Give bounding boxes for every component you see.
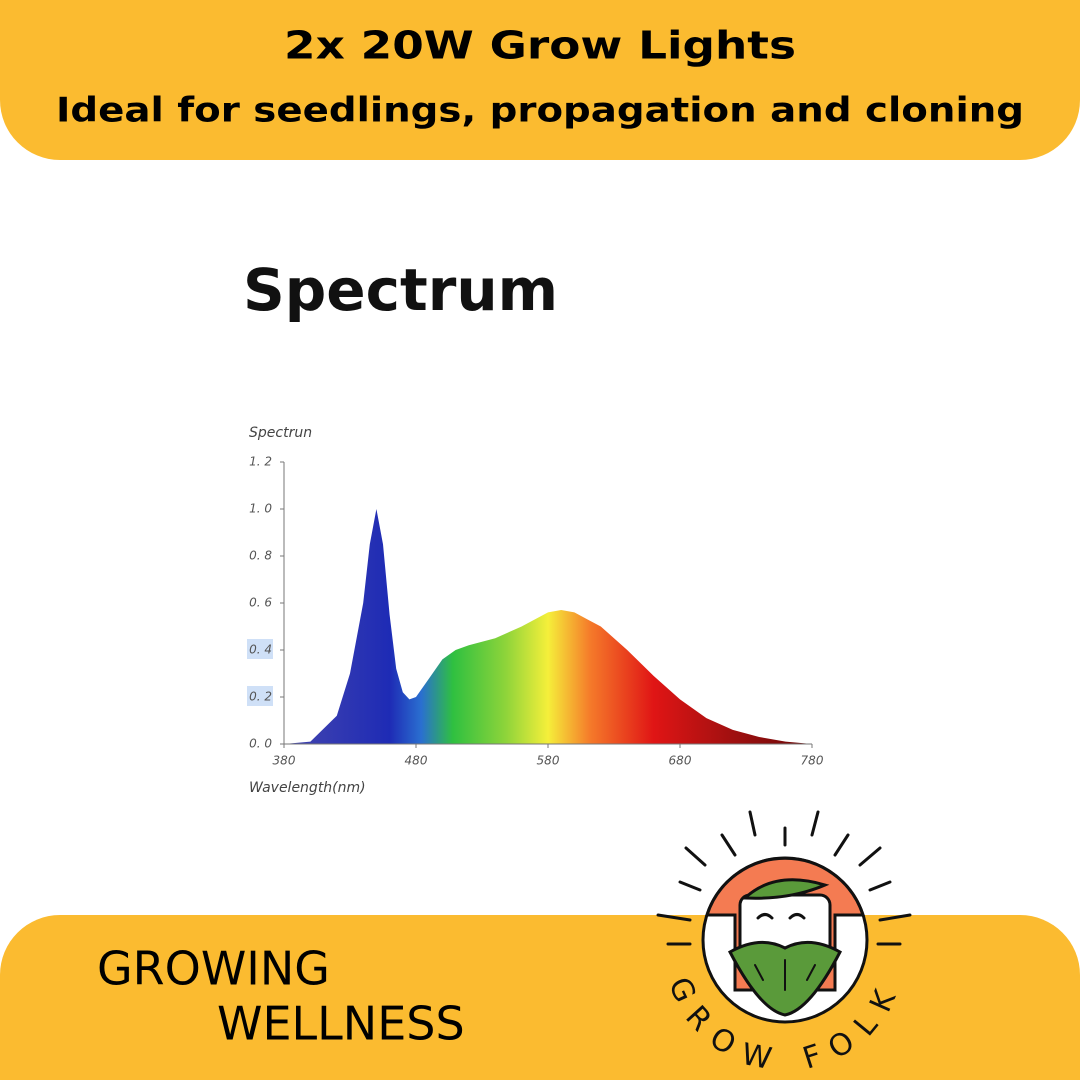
header-subtitle: Ideal for seedlings, propagation and clo… <box>56 91 1024 131</box>
header-band <box>0 0 1080 160</box>
y-tick-label: 0. 8 <box>249 549 272 563</box>
rays <box>656 810 912 946</box>
y-tick-label: 1. 0 <box>249 502 272 516</box>
header-title: 2x 20W Grow Lights <box>284 24 796 68</box>
plot: 0. 0 0. 2 0. 4 0. 6 0. 8 1. 0 1. 2 380 480 580 680… <box>249 455 824 768</box>
y-tick-label: 0. 2 <box>249 690 272 704</box>
chart-title: Spectrum <box>243 256 558 324</box>
x-tick-label: 380 <box>273 754 296 768</box>
tagline: WELLNESS <box>217 997 465 1051</box>
x-tick-label: 780 <box>801 754 824 768</box>
y-tick-label: 0. 0 <box>249 737 272 751</box>
x-tick-label: 580 <box>537 754 560 768</box>
y-tick-label: 0. 6 <box>249 596 272 610</box>
y-tick-label: 1. 2 <box>249 455 272 469</box>
highlight <box>247 639 273 659</box>
tagline: GROWING <box>97 942 330 996</box>
y-axis-label: Spectrun <box>249 425 312 441</box>
x-tick-label: 680 <box>669 754 692 768</box>
highlight <box>247 686 273 706</box>
spectrum-area <box>284 509 812 744</box>
y-tick-label: 0. 4 <box>249 643 272 657</box>
footer-band <box>0 915 1080 1080</box>
x-tick-label: 480 <box>405 754 428 768</box>
x-axis-label: Wavelength(nm) <box>249 780 366 796</box>
